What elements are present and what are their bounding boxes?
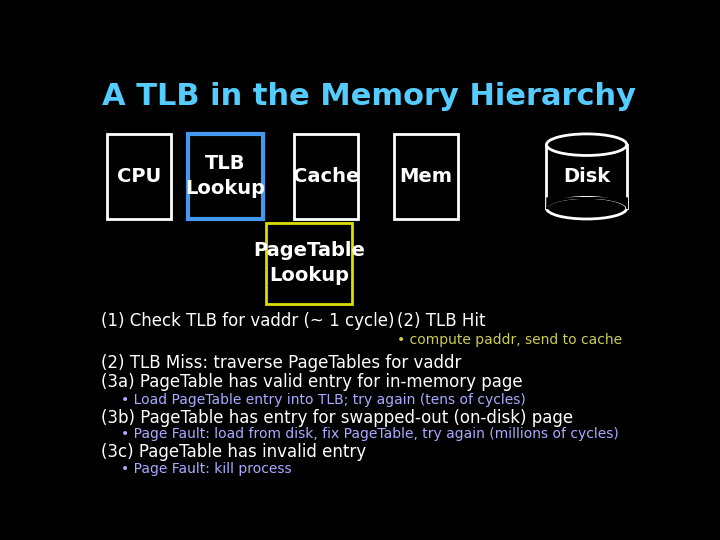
Text: Mem: Mem bbox=[400, 167, 453, 186]
Text: (1) Check TLB for vaddr (~ 1 cycle): (1) Check TLB for vaddr (~ 1 cycle) bbox=[101, 312, 395, 330]
FancyBboxPatch shape bbox=[266, 222, 352, 303]
Text: (2) TLB Miss: traverse PageTables for vaddr: (2) TLB Miss: traverse PageTables for va… bbox=[101, 354, 462, 372]
Ellipse shape bbox=[546, 198, 627, 219]
Text: • Page Fault: load from disk, fix PageTable, try again (millions of cycles): • Page Fault: load from disk, fix PageTa… bbox=[121, 427, 618, 441]
Text: TLB
Lookup: TLB Lookup bbox=[185, 154, 265, 199]
Text: • compute paddr, send to cache: • compute paddr, send to cache bbox=[397, 333, 622, 347]
Text: (2) TLB Hit: (2) TLB Hit bbox=[397, 312, 485, 330]
Text: (3c) PageTable has invalid entry: (3c) PageTable has invalid entry bbox=[101, 443, 366, 461]
Text: • Page Fault: kill process: • Page Fault: kill process bbox=[121, 462, 292, 476]
Text: Cache: Cache bbox=[292, 167, 359, 186]
Text: (3b) PageTable has entry for swapped-out (on-disk) page: (3b) PageTable has entry for swapped-out… bbox=[101, 409, 573, 427]
Text: A TLB in the Memory Hierarchy: A TLB in the Memory Hierarchy bbox=[102, 82, 636, 111]
Text: Disk: Disk bbox=[563, 167, 610, 186]
FancyBboxPatch shape bbox=[188, 134, 263, 219]
Ellipse shape bbox=[546, 134, 627, 156]
Text: • Load PageTable entry into TLB; try again (tens of cycles): • Load PageTable entry into TLB; try aga… bbox=[121, 393, 526, 407]
FancyBboxPatch shape bbox=[107, 134, 171, 219]
Text: CPU: CPU bbox=[117, 167, 161, 186]
FancyBboxPatch shape bbox=[394, 134, 459, 219]
Text: (3a) PageTable has valid entry for in-memory page: (3a) PageTable has valid entry for in-me… bbox=[101, 374, 523, 391]
FancyBboxPatch shape bbox=[294, 134, 358, 219]
Text: PageTable
Lookup: PageTable Lookup bbox=[253, 241, 365, 285]
